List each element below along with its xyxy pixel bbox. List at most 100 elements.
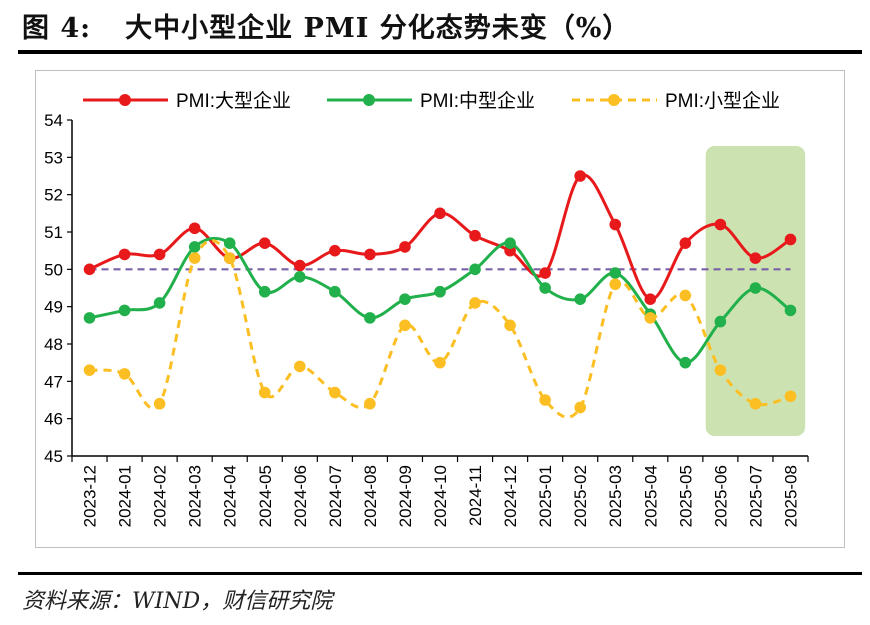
x-tick-label-2025-02: 2025-02 <box>571 465 590 527</box>
series-1 <box>83 236 797 369</box>
series-1-point-2024-10 <box>434 285 446 298</box>
series-0-point-2024-06 <box>294 259 306 272</box>
series-1-point-2024-07 <box>329 285 341 298</box>
x-tick-label-2025-07: 2025-07 <box>746 465 765 527</box>
y-tick-label-52: 52 <box>44 186 63 205</box>
legend-item-0: PMI:大型企业 <box>83 90 291 112</box>
series-1-point-2024-09 <box>399 293 411 306</box>
source-note: 资料来源：WIND，财信研究院 <box>22 589 333 614</box>
series-2-point-2024-07 <box>329 386 341 399</box>
x-tick-label-2025-06: 2025-06 <box>711 465 730 527</box>
x-tick-label-2024-02: 2024-02 <box>151 465 170 527</box>
series-1-point-2024-01 <box>118 304 131 317</box>
series-2-point-2024-02 <box>153 397 166 410</box>
x-tick-label-2025-03: 2025-03 <box>606 465 625 527</box>
series-0-point-2025-02 <box>574 170 586 182</box>
series-0-point-2024-11 <box>469 229 481 242</box>
x-tick-label-2025-04: 2025-04 <box>641 465 660 527</box>
x-tick-label-2024-08: 2024-08 <box>361 465 380 527</box>
series-1-point-2025-07 <box>749 282 762 294</box>
series-2-point-2025-07 <box>749 397 762 410</box>
series-1-point-2024-11 <box>469 263 481 276</box>
series-0-line <box>88 173 792 301</box>
x-tick-label-2024-07: 2024-07 <box>326 465 345 527</box>
series-2-point-2024-10 <box>434 356 446 369</box>
series-0-point-2025-08 <box>784 233 797 246</box>
series-1-point-2025-05 <box>679 356 692 369</box>
legend-layer: PMI:大型企业 PMI:中型企业 PMI:小型企业 <box>83 90 780 112</box>
series-0-point-2025-06 <box>714 218 727 231</box>
series-2-point-2024-06 <box>294 360 306 373</box>
series-2-point-2024-04 <box>223 252 236 264</box>
series-0-point-2025-04 <box>644 293 657 306</box>
y-tick-label-48: 48 <box>44 335 63 354</box>
legend-label-2: PMI:小型企业 <box>665 90 780 112</box>
series-2-point-2025-03 <box>609 278 622 291</box>
series-1-point-2025-03 <box>609 267 622 279</box>
legend-label-1: PMI:中型企业 <box>420 90 535 112</box>
series-0-point-2024-08 <box>364 248 376 261</box>
series-2-point-2024-01 <box>118 368 131 380</box>
axes-layer: 45 46 47 48 49 50 51 52 53 54 2023-12 2024-01 2024-0… <box>44 111 809 527</box>
series-1-point-2024-06 <box>294 271 306 283</box>
series-0-point-2024-02 <box>153 248 166 261</box>
series-2-point-2024-08 <box>364 397 376 410</box>
x-tick-label-2024-06: 2024-06 <box>291 465 310 527</box>
series-2-point-2025-06 <box>714 364 727 376</box>
series-1-point-2025-08 <box>784 304 797 317</box>
series-0 <box>83 170 797 306</box>
series-0-point-2024-03 <box>188 222 201 235</box>
legend-item-1: PMI:中型企业 <box>327 90 535 112</box>
y-tick-label-45: 45 <box>44 447 63 466</box>
series-2-point-2025-04 <box>644 312 657 324</box>
series-1-point-2025-06 <box>714 315 727 328</box>
x-tick-label-2024-04: 2024-04 <box>221 465 240 527</box>
series-2-line <box>89 239 791 419</box>
series-1-point-2024-12 <box>504 237 516 249</box>
series-1-point-2024-03 <box>188 241 201 253</box>
series-2-point-2025-08 <box>784 390 797 403</box>
series-1-point-2023-12 <box>83 312 96 324</box>
figure-number: 图 4: <box>22 13 92 44</box>
legend-marker-2 <box>608 94 620 106</box>
series-0-point-2025-01 <box>539 267 551 279</box>
series-1-point-2024-02 <box>153 297 166 309</box>
x-tick-label-2024-11: 2024-11 <box>466 465 485 526</box>
series-0-point-2024-10 <box>434 207 446 220</box>
x-tick-label-2024-12: 2024-12 <box>501 465 520 527</box>
y-tick-label-51: 51 <box>44 223 63 242</box>
series-0-point-2024-07 <box>329 244 341 257</box>
x-tick-label-2025-05: 2025-05 <box>676 465 695 527</box>
series-0-point-2025-07 <box>749 252 762 264</box>
series-2-point-2025-01 <box>539 394 551 406</box>
y-tick-label-46: 46 <box>44 410 63 429</box>
series-2-point-2025-02 <box>574 401 586 414</box>
figure-title-text: 大中小型企业 PMI 分化态势未变（%） <box>125 13 631 44</box>
series-1-point-2024-08 <box>364 312 376 324</box>
series-1-point-2025-02 <box>574 293 586 306</box>
series-1-point-2024-05 <box>258 285 271 298</box>
x-tick-label-2025-08: 2025-08 <box>781 465 800 527</box>
series-layer <box>83 170 797 419</box>
x-tick-label-2025-01: 2025-01 <box>536 465 555 527</box>
series-2-point-2024-03 <box>188 252 201 264</box>
x-tick-label-2024-05: 2024-05 <box>256 465 275 527</box>
legend-label-0: PMI:大型企业 <box>176 90 291 112</box>
legend-marker-0 <box>119 94 131 106</box>
figure-title: 图 4: 大中小型企业 PMI 分化态势未变（%） <box>22 6 630 45</box>
series-0-point-2025-05 <box>679 237 692 249</box>
x-tick-label-2024-03: 2024-03 <box>186 465 205 527</box>
series-1-point-2025-01 <box>539 282 551 294</box>
series-0-point-2024-09 <box>399 241 411 253</box>
legend-marker-1 <box>363 94 375 106</box>
y-tick-label-53: 53 <box>44 148 63 167</box>
legend-item-2: PMI:小型企业 <box>572 90 780 112</box>
series-2-point-2024-11 <box>469 297 481 309</box>
series-2-point-2025-05 <box>679 289 692 302</box>
y-tick-label-49: 49 <box>44 298 63 317</box>
chart-frame <box>35 70 845 548</box>
series-0-point-2024-05 <box>258 237 271 249</box>
bottom-rule <box>18 572 862 575</box>
x-tick-label-2023-12: 2023-12 <box>81 465 100 527</box>
